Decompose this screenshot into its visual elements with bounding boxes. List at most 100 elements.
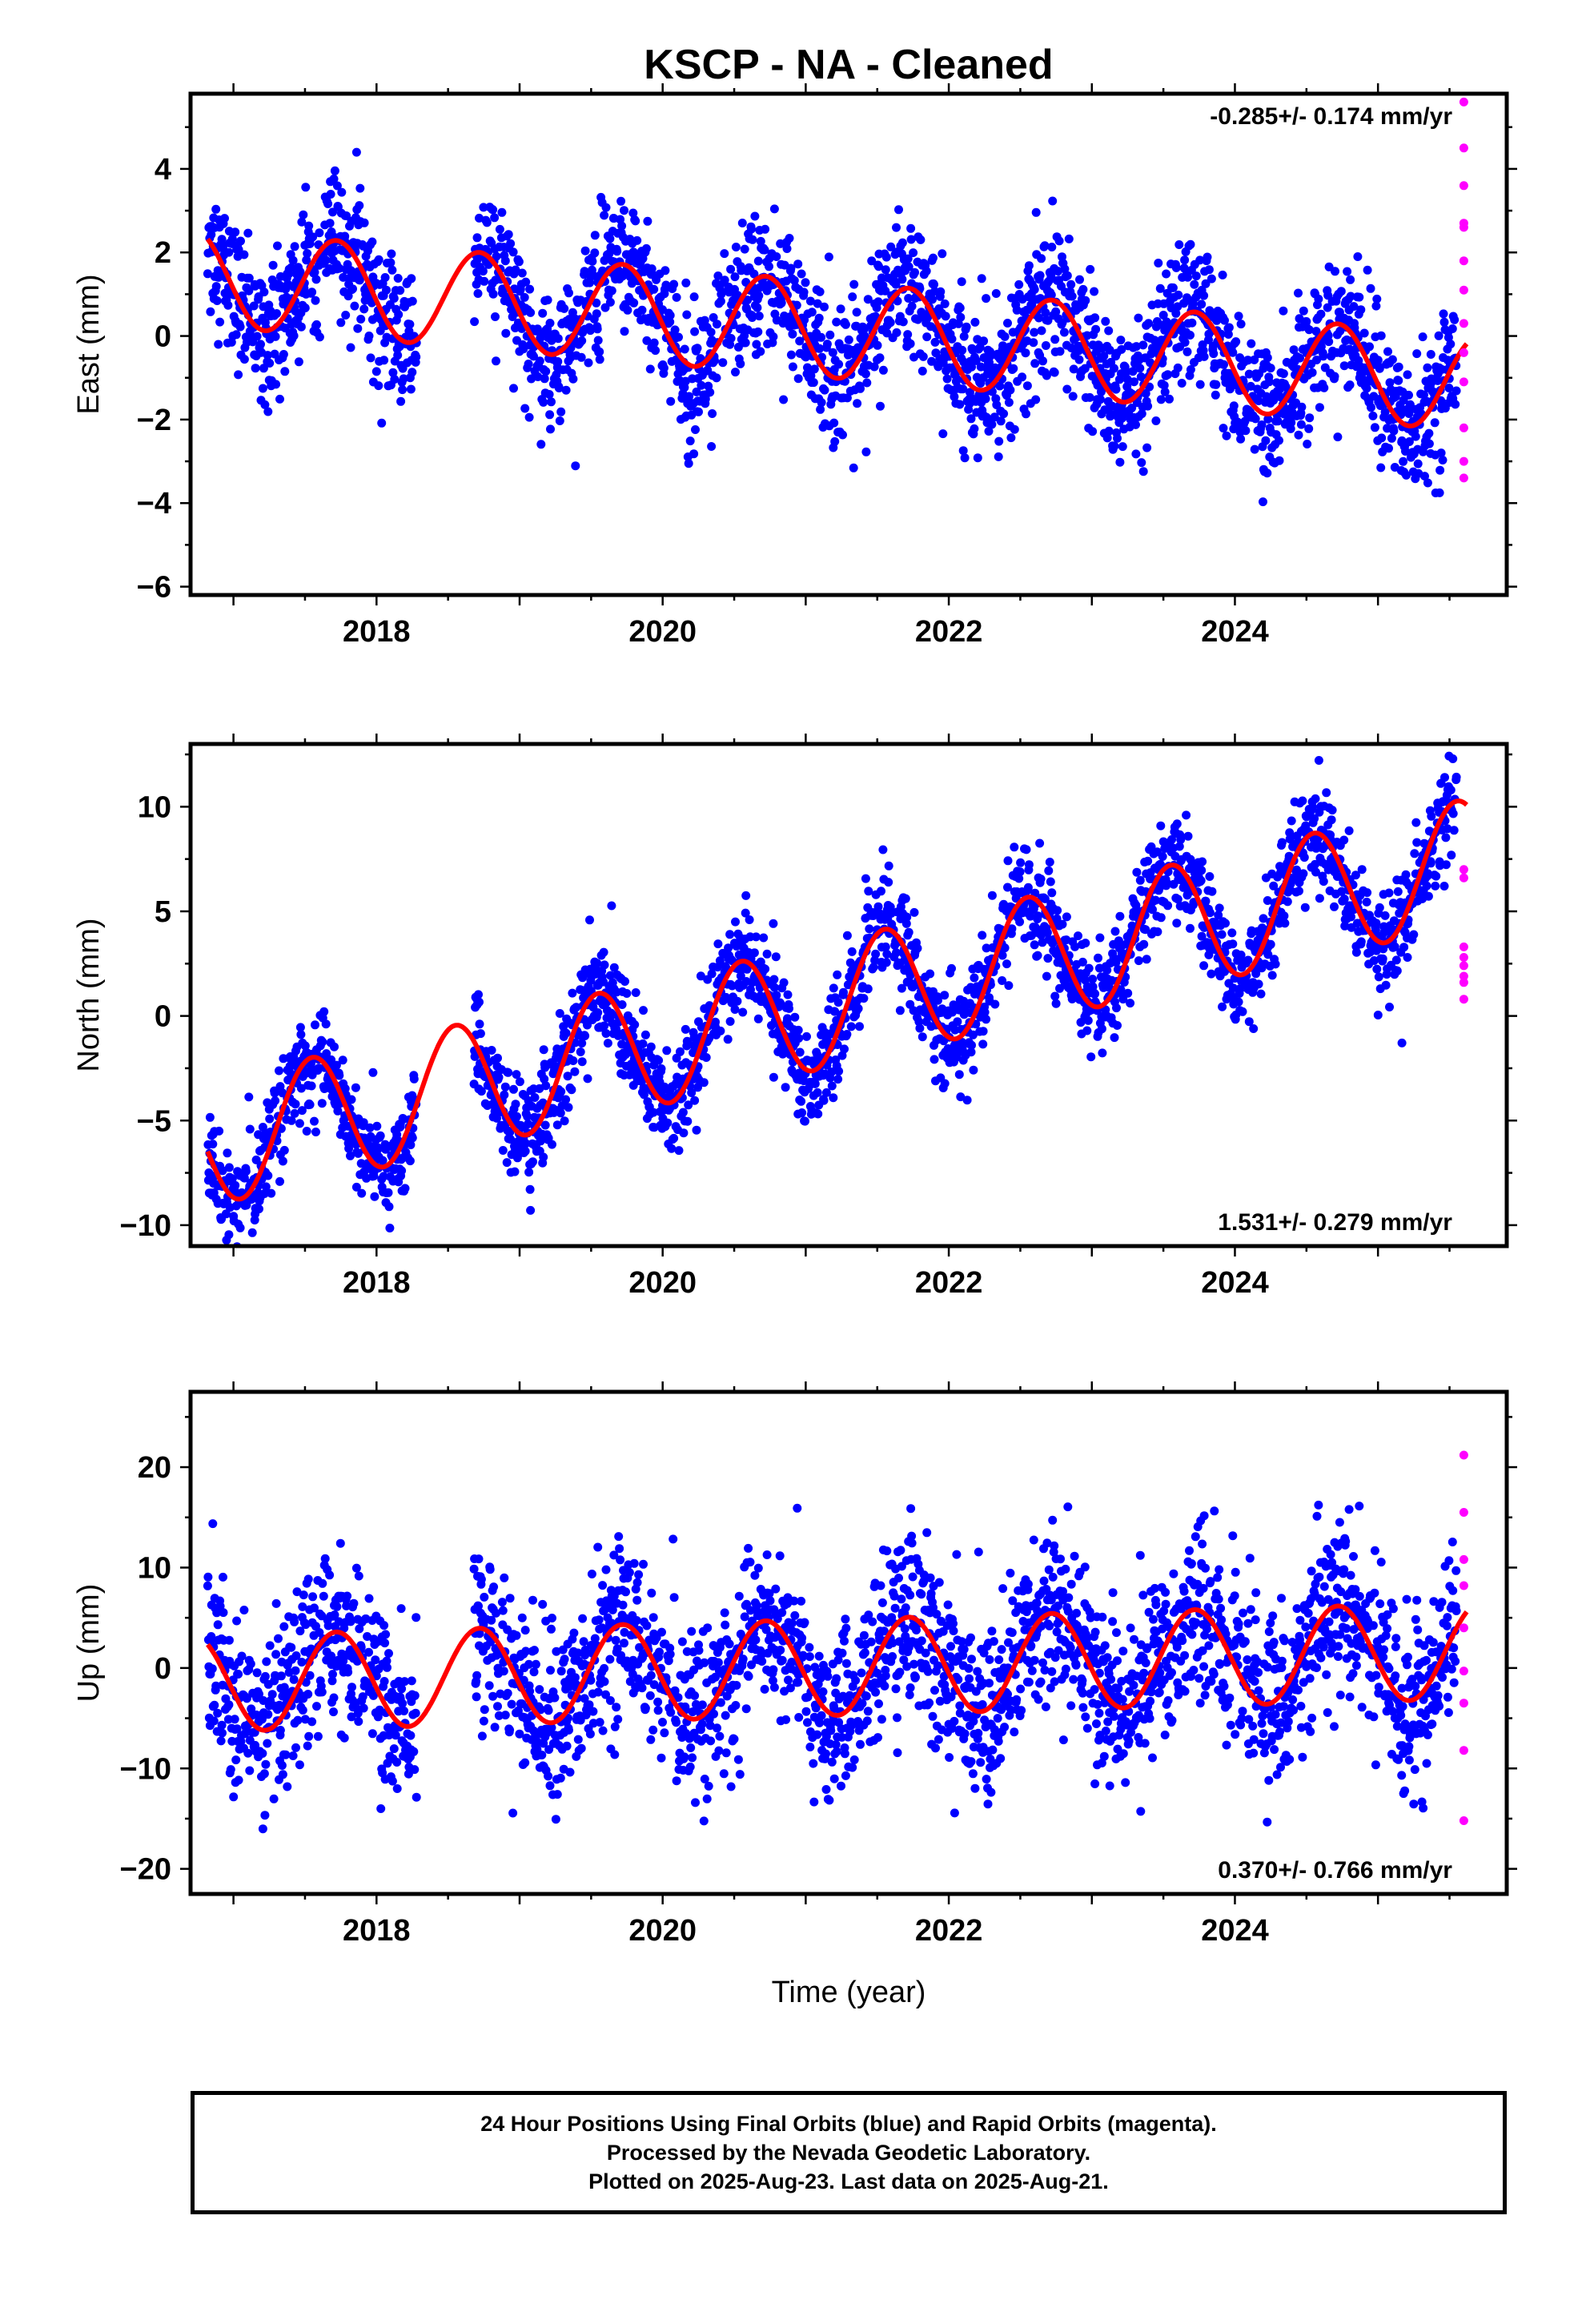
data-point <box>906 235 916 244</box>
data-point <box>408 296 417 306</box>
data-point <box>275 1176 284 1186</box>
data-point <box>1000 943 1010 953</box>
x-tick-label: 2018 <box>343 615 411 649</box>
data-point <box>881 252 891 262</box>
data-point <box>1381 980 1391 990</box>
data-point <box>681 376 690 386</box>
data-point <box>747 224 756 234</box>
data-point <box>343 292 353 301</box>
data-point <box>256 340 265 349</box>
data-point <box>526 1205 536 1215</box>
data-point <box>307 287 317 297</box>
data-point <box>968 1030 978 1039</box>
data-point <box>1304 424 1314 433</box>
data-point <box>288 255 298 265</box>
data-point <box>1412 838 1422 847</box>
data-point <box>1435 465 1445 475</box>
rapid-orbit-points-east <box>1459 97 1468 483</box>
data-point <box>346 1151 355 1160</box>
data-point <box>475 997 484 1007</box>
data-point <box>743 296 753 305</box>
data-point <box>1223 330 1233 339</box>
data-point <box>524 1120 533 1128</box>
data-point <box>786 263 796 273</box>
data-point <box>500 1082 510 1092</box>
data-point <box>717 287 727 297</box>
data-point <box>790 1012 800 1022</box>
data-point <box>881 265 890 275</box>
data-point <box>1424 428 1434 438</box>
data-point <box>631 216 640 226</box>
data-point <box>819 1096 829 1105</box>
data-point <box>1331 267 1339 276</box>
data-point <box>1044 866 1054 875</box>
data-point <box>829 983 838 993</box>
data-point <box>1266 939 1275 949</box>
data-point <box>317 1099 327 1108</box>
data-point <box>696 354 705 364</box>
data-point <box>689 449 699 459</box>
data-point <box>1222 431 1231 440</box>
data-point <box>261 1182 271 1192</box>
data-point <box>1279 911 1289 921</box>
data-point <box>958 384 968 394</box>
data-point <box>1116 336 1126 345</box>
data-point <box>894 205 903 215</box>
data-point <box>904 294 913 303</box>
data-point <box>1404 390 1413 400</box>
data-point <box>1362 384 1371 393</box>
data-point <box>1243 955 1253 965</box>
data-point <box>1349 302 1359 312</box>
data-point <box>863 984 873 994</box>
data-point <box>1333 432 1343 442</box>
data-point <box>996 416 1006 426</box>
data-point <box>1315 894 1324 903</box>
data-point <box>1148 905 1157 915</box>
data-point <box>297 217 307 227</box>
data-point <box>1203 252 1212 262</box>
data-point <box>302 1127 311 1136</box>
data-point <box>1399 456 1408 466</box>
data-point <box>1040 241 1050 251</box>
data-point <box>475 1019 484 1029</box>
data-point <box>543 296 552 305</box>
plot-area-north <box>203 751 1468 1246</box>
data-point <box>407 274 416 283</box>
data-point <box>1094 953 1102 963</box>
data-point <box>227 234 237 243</box>
data-point <box>588 271 598 280</box>
data-point <box>1014 874 1024 883</box>
data-point <box>1022 845 1031 854</box>
data-point <box>524 360 533 368</box>
data-point <box>592 324 602 334</box>
data-point <box>328 207 337 217</box>
data-point <box>769 1072 778 1082</box>
data-point <box>873 902 883 911</box>
data-point <box>1219 360 1228 369</box>
data-point <box>300 304 310 312</box>
data-point <box>1419 390 1428 400</box>
data-point <box>1426 350 1435 359</box>
data-point <box>1450 315 1460 324</box>
data-point <box>374 255 383 264</box>
data-point <box>397 1166 407 1176</box>
data-point <box>379 356 389 365</box>
data-point <box>617 221 627 231</box>
data-point <box>271 380 281 389</box>
data-point <box>838 430 847 440</box>
data-point <box>1069 364 1078 374</box>
data-point <box>1228 939 1238 949</box>
data-point <box>820 302 829 312</box>
rapid-data-point <box>1459 97 1468 107</box>
data-point <box>510 1167 520 1176</box>
data-point <box>1356 305 1366 315</box>
data-point <box>980 1007 990 1017</box>
data-point <box>560 1116 569 1126</box>
data-point <box>1299 869 1308 879</box>
data-point <box>749 948 759 958</box>
data-point <box>374 381 383 391</box>
data-point <box>915 1023 925 1033</box>
data-point <box>548 1140 556 1149</box>
data-point <box>1090 989 1100 999</box>
data-point <box>1134 956 1143 966</box>
